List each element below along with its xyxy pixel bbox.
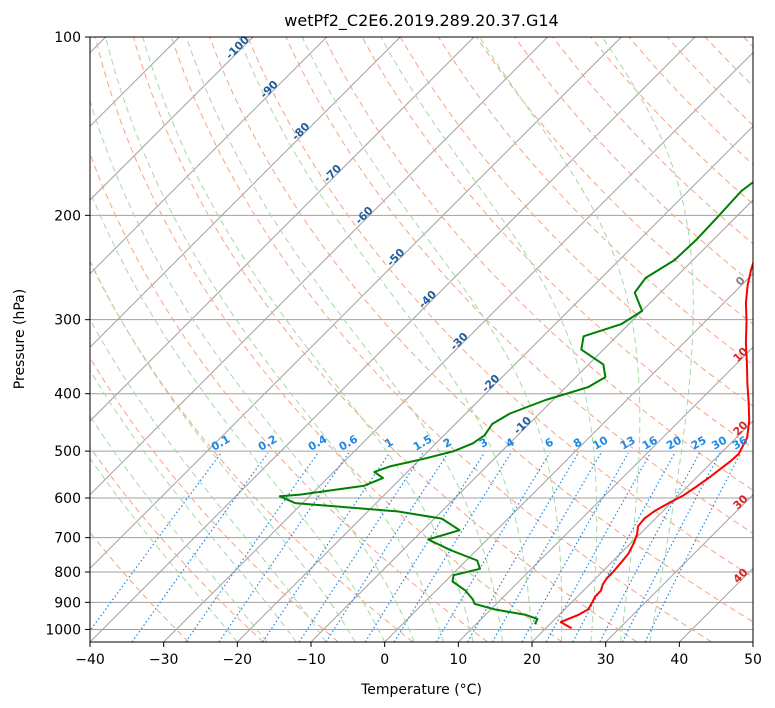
isotherm-line <box>90 37 475 422</box>
mixing-ratio-line <box>131 452 269 642</box>
background-lines <box>90 37 753 642</box>
x-tick-label: 50 <box>744 652 762 668</box>
moist-adiabat <box>142 37 474 642</box>
x-tick-label: 0 <box>380 652 389 668</box>
mixing-ratio-line <box>491 452 602 642</box>
dry-adiabat <box>323 37 753 491</box>
isotherm-line <box>90 37 401 349</box>
mixing-ratio-line <box>435 452 551 642</box>
mixing-ratio-line <box>364 452 485 642</box>
plot-frame <box>89 36 754 643</box>
dry-adiabat <box>132 37 638 642</box>
y-tick-label: 100 <box>54 30 81 46</box>
moist-adiabat <box>380 37 598 642</box>
isotherm-line <box>90 37 328 275</box>
x-axis-label: Temperature (°C) <box>360 682 482 698</box>
y-tick-label: 700 <box>54 531 81 547</box>
isotherm-line <box>605 493 753 642</box>
y-tick-label: 1000 <box>45 622 81 638</box>
y-tick-label: 800 <box>54 565 81 581</box>
dry-adiabat <box>247 37 753 578</box>
dry-adiabat <box>628 37 753 166</box>
dry-adiabat <box>399 37 753 407</box>
temperature-profile <box>559 260 753 630</box>
x-tick-label: 10 <box>449 652 467 668</box>
moist-adiabat <box>105 37 445 642</box>
dry-adiabat <box>476 37 753 325</box>
y-tick-label: 900 <box>54 595 81 611</box>
moist-adiabat <box>479 37 641 642</box>
moist-adiabat <box>90 189 386 642</box>
axis-ticks: −40 −30 −20 −10 0 10 20 30 40 50 1000 900 800 700 600 5… <box>45 30 762 668</box>
isotherm-line <box>236 125 753 642</box>
y-tick-label: 200 <box>54 208 81 224</box>
dry-adiabat <box>514 37 753 285</box>
mixing-ratio-line <box>621 452 721 642</box>
y-tick-label: 300 <box>54 313 81 329</box>
x-tick-label: 30 <box>597 652 615 668</box>
mixing-ratio-line <box>185 452 319 642</box>
series-layer <box>278 181 753 630</box>
isotherm-line <box>90 37 549 496</box>
y-axis-label: Pressure (hPa) <box>12 289 28 389</box>
mixing-ratio-line <box>90 452 222 632</box>
mixing-ratio-line <box>325 452 449 642</box>
chart-title: wetPf2_C2E6.2019.289.20.37.G14 <box>284 11 558 31</box>
mixing-ratio-line <box>393 452 512 642</box>
y-tick-label: 500 <box>54 444 81 460</box>
x-tick-label: −30 <box>149 652 179 668</box>
moist-adiabat <box>601 37 694 642</box>
isotherm-line <box>90 37 254 201</box>
isotherm-line <box>752 641 753 642</box>
mixing-ratio-line <box>466 452 579 642</box>
moist-adiabat <box>90 457 238 642</box>
moist-adiabat <box>90 259 356 642</box>
x-tick-label: −10 <box>296 652 326 668</box>
x-tick-label: 20 <box>523 652 541 668</box>
moist-adiabat <box>238 37 533 642</box>
y-tick-label: 600 <box>54 491 81 507</box>
moist-adiabat <box>90 98 415 642</box>
x-tick-label: −20 <box>223 652 253 668</box>
isotherm-line <box>163 51 753 642</box>
isotherm-line <box>90 37 622 570</box>
dry-adiabat <box>90 446 264 642</box>
moist-adiabat <box>185 37 503 642</box>
isotherm-line <box>384 272 753 642</box>
mixing-ratio-line <box>521 452 629 642</box>
dry-adiabat <box>209 37 753 623</box>
isotherm-line <box>90 37 696 642</box>
plot-background <box>90 37 753 642</box>
dry-adiabat <box>361 37 753 449</box>
dewpoint-profile <box>278 181 753 625</box>
mixing-ratio-line <box>644 452 742 642</box>
moist-adiabat <box>90 415 268 642</box>
y-tick-label: 400 <box>54 387 81 403</box>
x-tick-label: −40 <box>75 652 105 668</box>
moist-adiabat <box>301 37 563 642</box>
x-tick-label: 40 <box>670 652 688 668</box>
mixing-ratio-line <box>298 452 424 642</box>
